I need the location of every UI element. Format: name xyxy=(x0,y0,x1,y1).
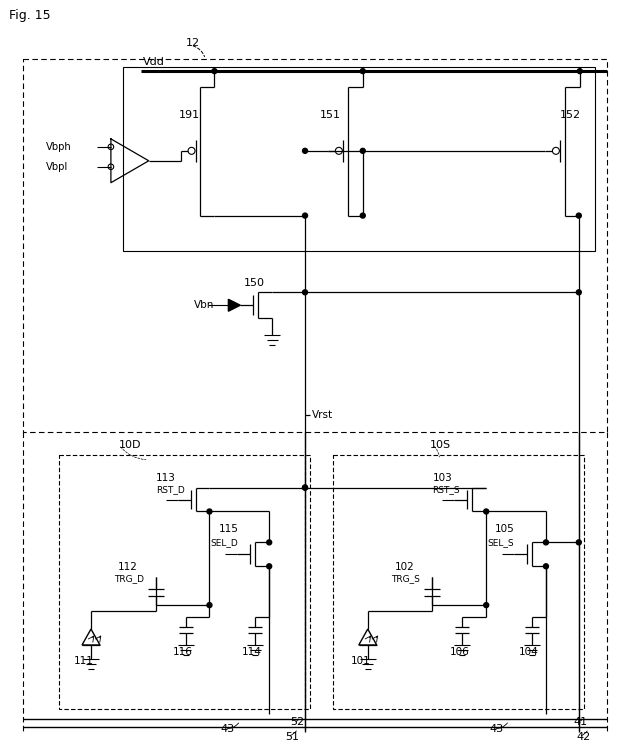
Circle shape xyxy=(267,564,272,568)
Circle shape xyxy=(302,213,307,218)
Text: Vbph: Vbph xyxy=(46,142,72,152)
Text: TRG_S: TRG_S xyxy=(391,574,419,583)
Text: SEL_S: SEL_S xyxy=(487,538,514,547)
Circle shape xyxy=(302,148,307,153)
Circle shape xyxy=(207,509,212,514)
Circle shape xyxy=(484,509,489,514)
Text: 51: 51 xyxy=(285,732,299,742)
Polygon shape xyxy=(228,299,240,311)
Circle shape xyxy=(212,69,217,73)
Text: 105: 105 xyxy=(495,524,515,534)
Text: 41: 41 xyxy=(574,717,588,727)
Circle shape xyxy=(267,540,272,545)
Text: RST_D: RST_D xyxy=(156,485,185,494)
Circle shape xyxy=(544,564,549,568)
Text: 152: 152 xyxy=(560,110,581,120)
Text: Fig. 15: Fig. 15 xyxy=(9,9,51,22)
Text: 12: 12 xyxy=(185,38,200,48)
Text: 112: 112 xyxy=(118,562,137,572)
Text: 102: 102 xyxy=(394,562,414,572)
Text: 43: 43 xyxy=(489,723,503,734)
Circle shape xyxy=(207,603,212,607)
Text: 43: 43 xyxy=(220,723,234,734)
Text: TRG_D: TRG_D xyxy=(114,574,144,583)
Text: 116: 116 xyxy=(173,647,192,657)
Text: 150: 150 xyxy=(244,278,266,288)
Text: 115: 115 xyxy=(218,524,238,534)
Text: SEL_D: SEL_D xyxy=(210,538,238,547)
Text: 104: 104 xyxy=(519,647,539,657)
Text: 10D: 10D xyxy=(119,440,141,450)
Text: 114: 114 xyxy=(243,647,262,657)
Text: 42: 42 xyxy=(577,732,591,742)
Circle shape xyxy=(577,69,582,73)
Text: 101: 101 xyxy=(351,656,371,666)
Circle shape xyxy=(302,485,307,490)
Text: 113: 113 xyxy=(156,473,175,482)
Circle shape xyxy=(484,603,489,607)
Text: 111: 111 xyxy=(74,656,94,666)
Text: 191: 191 xyxy=(179,110,200,120)
Circle shape xyxy=(577,289,582,295)
Text: Vbpl: Vbpl xyxy=(46,162,68,172)
Text: RST_S: RST_S xyxy=(432,485,460,494)
Text: 106: 106 xyxy=(449,647,469,657)
Text: 103: 103 xyxy=(432,473,452,482)
Circle shape xyxy=(360,69,365,73)
Text: Vbn: Vbn xyxy=(193,300,214,310)
Circle shape xyxy=(360,213,365,218)
Circle shape xyxy=(544,540,549,545)
Text: 52: 52 xyxy=(290,717,304,727)
Text: Vdd: Vdd xyxy=(143,57,165,67)
Circle shape xyxy=(302,485,307,490)
Circle shape xyxy=(577,540,582,545)
Circle shape xyxy=(360,148,365,153)
Text: 151: 151 xyxy=(320,110,341,120)
Circle shape xyxy=(577,213,582,218)
Text: 10S: 10S xyxy=(429,440,450,450)
Circle shape xyxy=(302,289,307,295)
Text: Vrst: Vrst xyxy=(312,410,333,420)
